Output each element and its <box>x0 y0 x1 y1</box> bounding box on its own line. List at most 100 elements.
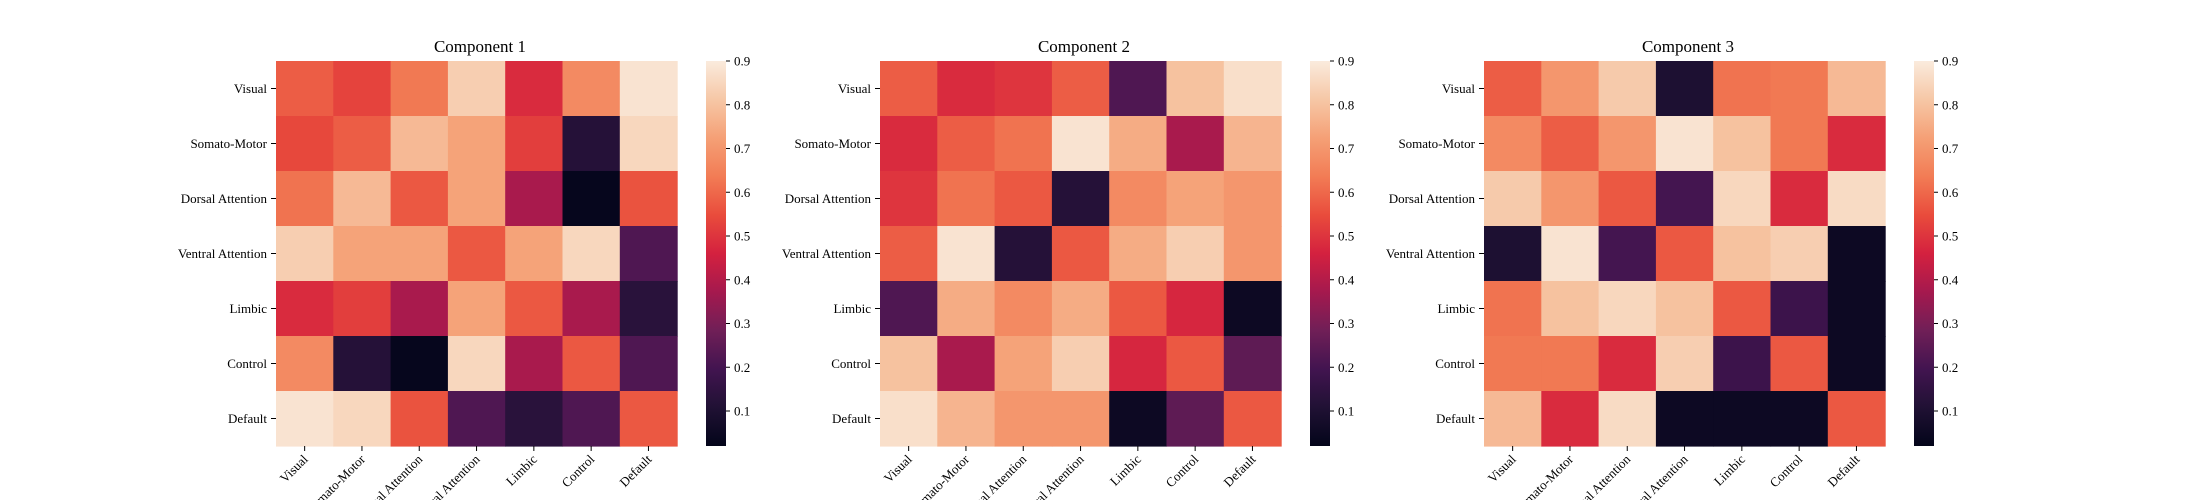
y-tick-label: Ventral Attention <box>782 246 872 261</box>
heatmap-cell <box>1770 61 1829 117</box>
y-tick-label: Control <box>227 356 267 371</box>
x-tick-label: Visual <box>277 451 311 485</box>
heatmap-cell <box>1713 391 1772 447</box>
heatmap-cell <box>1223 391 1282 447</box>
heatmap-cell <box>333 281 392 337</box>
heatmap-cell <box>1655 336 1714 392</box>
heatmap-cell <box>276 336 334 392</box>
y-tick-label: Control <box>1435 356 1475 371</box>
colorbar <box>706 61 726 446</box>
heatmap-cell <box>994 226 1053 282</box>
colorbar-tick-label: 0.4 <box>734 272 751 287</box>
y-tick-label: Ventral Attention <box>178 246 268 261</box>
colorbar-tick-label: 0.7 <box>1942 141 1959 156</box>
heatmap-cell <box>1655 171 1714 227</box>
heatmap-cell <box>390 281 449 337</box>
colorbar-tick-label: 0.3 <box>1338 316 1354 331</box>
heatmap-cell <box>1109 61 1168 117</box>
heatmap-cell <box>505 336 564 392</box>
x-tick-label: Visual <box>1485 451 1519 485</box>
heatmap-cell <box>1051 281 1110 337</box>
heatmap-cell <box>880 171 938 227</box>
colorbar-tick-label: 0.3 <box>1942 316 1958 331</box>
heatmap-cell <box>1655 116 1714 172</box>
heatmap-cell <box>333 116 392 172</box>
heatmap-cell <box>447 116 506 172</box>
heatmap-cell <box>1541 171 1600 227</box>
heatmap-cell <box>994 116 1053 172</box>
heatmap-cell <box>1713 281 1772 337</box>
heatmap-cell <box>1713 171 1772 227</box>
x-tick-label: Control <box>1163 451 1202 490</box>
x-tick-label: Default <box>616 451 654 489</box>
heatmap-cell <box>1655 391 1714 447</box>
heatmap-cell <box>1166 226 1225 282</box>
x-tick-label: Limbic <box>503 451 540 488</box>
colorbar-tick-label: 0.5 <box>734 229 750 244</box>
heatmap-cell <box>1166 61 1225 117</box>
heatmap-cell <box>1223 281 1282 337</box>
colorbar-tick-label: 0.5 <box>1338 229 1354 244</box>
heatmap-cell <box>1598 281 1657 337</box>
heatmap-cell <box>619 281 678 337</box>
heatmap-cell <box>1541 336 1600 392</box>
heatmap-cell <box>1713 61 1772 117</box>
heatmap-cell <box>1655 226 1714 282</box>
heatmap-cell <box>1051 116 1110 172</box>
colorbar-tick-label: 0.9 <box>1942 54 1958 69</box>
heatmap-cell <box>994 391 1053 447</box>
y-tick-label: Dorsal Attention <box>785 191 872 206</box>
heatmap-cell <box>1827 281 1886 337</box>
heatmap-cell <box>1598 116 1657 172</box>
heatmap-cell <box>505 391 564 447</box>
heatmap-cell <box>1109 116 1168 172</box>
colorbar-tick-label: 0.7 <box>1338 141 1355 156</box>
heatmap-cell <box>1598 61 1657 117</box>
heatmap-cell <box>1109 391 1168 447</box>
heatmap-cell <box>937 226 996 282</box>
x-tick-label: Somato-Motor <box>1511 451 1576 500</box>
heatmap-cell <box>1713 336 1772 392</box>
heatmap-cell <box>1598 171 1657 227</box>
heatmap-cell <box>1541 226 1600 282</box>
heatmap-cell <box>333 391 392 447</box>
heatmap-cell <box>880 61 938 117</box>
heatmap-cell <box>1541 391 1600 447</box>
heatmap-cell <box>276 391 334 447</box>
heatmap-cell <box>1827 61 1886 117</box>
x-tick-label: Dorsal Attention <box>958 451 1030 500</box>
colorbar-tick-label: 0.4 <box>1942 272 1959 287</box>
heatmap-cell <box>505 281 564 337</box>
heatmap-cell <box>1484 281 1542 337</box>
heatmap-cell <box>937 116 996 172</box>
heatmap-cell <box>333 226 392 282</box>
heatmap-cell <box>1166 391 1225 447</box>
heatmap-cell <box>619 171 678 227</box>
heatmap-cell <box>1484 336 1542 392</box>
heatmap-cell <box>1484 61 1542 117</box>
heatmap-cell <box>1598 226 1657 282</box>
x-tick-label: Somato-Motor <box>907 451 972 500</box>
y-tick-label: Visual <box>234 81 268 96</box>
y-tick-label: Dorsal Attention <box>181 191 268 206</box>
heatmap-cell <box>1770 226 1829 282</box>
heatmap-cell <box>333 61 392 117</box>
colorbar-tick-label: 0.4 <box>1338 272 1355 287</box>
y-tick-label: Ventral Attention <box>1386 246 1476 261</box>
heatmap-cell <box>390 226 449 282</box>
x-tick-label: Default <box>1220 451 1258 489</box>
panel-title: Component 1 <box>434 37 526 56</box>
heatmap-cell <box>619 391 678 447</box>
heatmap-cell <box>937 281 996 337</box>
colorbar-tick-label: 0.1 <box>734 404 750 419</box>
x-tick-label: Dorsal Attention <box>1562 451 1634 500</box>
heatmap-cell <box>562 281 621 337</box>
heatmap-cell <box>1770 116 1829 172</box>
heatmap-cell <box>994 281 1053 337</box>
heatmap-cell <box>880 391 938 447</box>
y-tick-label: Somato-Motor <box>794 136 871 151</box>
heatmap-cell <box>390 116 449 172</box>
heatmap-cell <box>447 226 506 282</box>
